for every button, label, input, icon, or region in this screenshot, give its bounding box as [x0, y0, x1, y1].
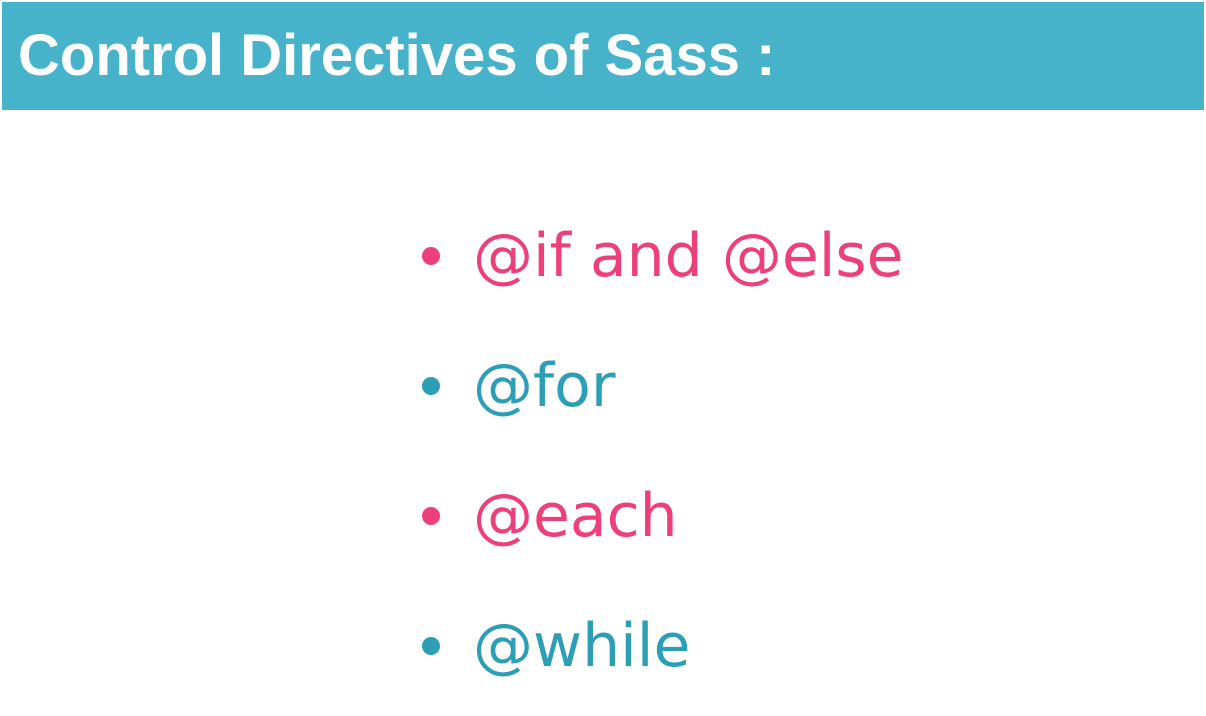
list-item: @for	[420, 350, 904, 480]
list-item: @if and @else	[420, 220, 904, 350]
directive-for: @for	[473, 351, 616, 421]
directive-while: @while	[473, 611, 691, 681]
bullet-icon	[422, 377, 440, 395]
bullet-icon	[422, 507, 440, 525]
list-item: @each	[420, 480, 904, 610]
slide-title: Control Directives of Sass :	[18, 23, 776, 88]
title-bar: Control Directives of Sass :	[2, 2, 1204, 110]
directive-list: @if and @else @for @each @while	[420, 220, 904, 716]
directive-each: @each	[473, 481, 678, 551]
list-item: @while	[420, 610, 904, 716]
bullet-icon	[422, 637, 440, 655]
directive-if-else: @if and @else	[473, 221, 904, 291]
bullet-icon	[422, 247, 440, 265]
